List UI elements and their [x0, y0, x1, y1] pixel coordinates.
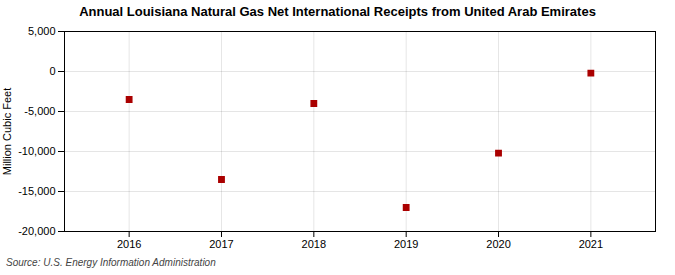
svg-text:2019: 2019 [394, 238, 418, 250]
svg-text:-5,000: -5,000 [24, 105, 55, 117]
svg-text:2017: 2017 [209, 238, 233, 250]
svg-text:2021: 2021 [579, 238, 603, 250]
svg-text:2020: 2020 [486, 238, 510, 250]
svg-text:-15,000: -15,000 [18, 185, 55, 197]
svg-text:2018: 2018 [302, 238, 326, 250]
svg-text:2016: 2016 [117, 238, 141, 250]
svg-text:-20,000: -20,000 [18, 225, 55, 237]
html-text:Annual Louisiana Natural Gas N: Annual Louisiana Natural Gas Net Interna… [79, 4, 596, 19]
svg-text:-10,000: -10,000 [18, 145, 55, 157]
html-text:Source: U.S. Energy Informatio: Source: U.S. Energy Information Administ… [6, 257, 216, 268]
svg-text:5,000: 5,000 [28, 25, 56, 37]
svg-text:0: 0 [49, 65, 55, 77]
svg-text:Million Cubic Feet: Million Cubic Feet [1, 88, 13, 175]
